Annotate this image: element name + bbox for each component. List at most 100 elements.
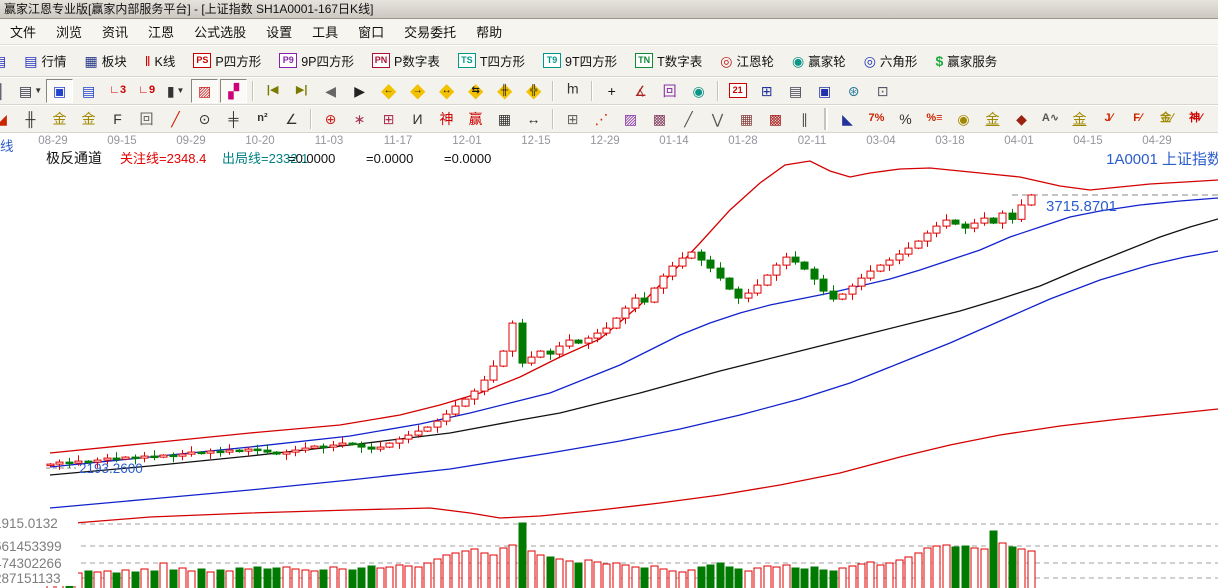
pattern-box-button[interactable]: ▨ [191, 78, 219, 103]
ying-tool-button[interactable]: 赢 [462, 107, 489, 131]
symbol-label[interactable]: 1A0001 上证指数 [1106, 151, 1218, 168]
compress-h-diamond-button[interactable]: ◆ ⇆ [462, 79, 489, 103]
parallel-lines-button[interactable]: ∥ [791, 107, 818, 131]
p9-square-button[interactable]: P9 9P四方形 [272, 48, 361, 73]
shen-slope-button[interactable]: 神∕ [1182, 107, 1209, 131]
line-set-button[interactable]: ╪ [220, 107, 247, 131]
prev-candle-button[interactable]: ◀ [317, 79, 344, 103]
gold-line1-button[interactable]: 金 [46, 107, 73, 131]
kline-button[interactable]: ‖ K线 [138, 48, 183, 73]
gann-clock-button[interactable]: ⊙ [191, 107, 218, 131]
frame-tool-button[interactable]: 回 [656, 79, 683, 103]
gann-grid-web-button[interactable]: ⊞ [375, 107, 402, 131]
winner-wheel-button[interactable]: ◉ 赢家轮 [785, 48, 853, 73]
menu-item-工具[interactable]: 工具 [312, 25, 339, 40]
width-measure-button[interactable]: ↔ [520, 107, 547, 131]
web-box-button[interactable]: ▩ [646, 107, 673, 131]
p-square-button[interactable]: PS P四方形 [186, 48, 268, 73]
menu-item-江恩[interactable]: 江恩 [148, 25, 175, 40]
clipped-pencil-button[interactable]: ◢ [0, 107, 15, 131]
spiral-tool-button[interactable]: ◉ [685, 79, 712, 103]
kline-chart-svg[interactable]: 2193.2600 3715.8701 08-29 09-15 09-29 10-20 11… [0, 133, 1218, 588]
sector-button[interactable]: ▦ 板块 [77, 48, 133, 73]
gold-underline-button[interactable]: 金 [1066, 107, 1093, 131]
quote-button[interactable]: ▤ 行情 [17, 48, 73, 73]
hexagon-button[interactable]: ◎ 六角形 [857, 48, 925, 73]
volume-profile-button[interactable]: ▞ [220, 78, 248, 103]
t-square-button[interactable]: TS T四方形 [451, 48, 532, 73]
shift-right-diamond-button[interactable]: ◆ → [404, 79, 431, 103]
f-grid-button[interactable]: F [104, 107, 131, 131]
info-list-button[interactable]: ▤ [75, 79, 102, 103]
clipped-quote-icon-button[interactable]: ▤ [0, 51, 13, 71]
pan-hand-button[interactable]: ɰ [559, 79, 586, 103]
first-page-button[interactable]: |◀ [259, 79, 286, 103]
p-number-table-button[interactable]: PN P数字表 [365, 48, 447, 73]
kline-chart-area[interactable]: 2193.2600 3715.8701 08-29 09-15 09-29 10-20 11… [0, 133, 1218, 588]
web-export-button[interactable]: ⊛ [840, 79, 867, 103]
menu-item-窗口[interactable]: 窗口 [358, 25, 385, 40]
print-button[interactable]: ⊡ [869, 79, 896, 103]
clipped-left-button[interactable]: ▌ [0, 79, 15, 103]
notes-button[interactable]: ▤ [782, 79, 809, 103]
f-slope-button[interactable]: F∕ [1124, 107, 1151, 131]
red-pencil-button[interactable]: ╱ [162, 107, 189, 131]
candle-style-select[interactable]: ▮ ▼ [162, 79, 189, 103]
shift-left-diamond-button[interactable]: ◆ ← [375, 79, 402, 103]
step3-chart-button[interactable]: ∟3 [104, 79, 131, 103]
t-number-table-button[interactable]: TN T数字表 [628, 48, 709, 73]
spiral-square-button[interactable]: 回 [133, 107, 160, 131]
last-page-button[interactable]: ▶| [288, 79, 315, 103]
zigzag-button[interactable]: ⋁ [704, 107, 731, 131]
calendar-button[interactable]: 21 [724, 79, 751, 103]
crosshair-button[interactable]: + [598, 79, 625, 103]
angle-measure-button[interactable]: ∡ [627, 79, 654, 103]
gold-slope-button[interactable]: 金∕ [1153, 107, 1180, 131]
menu-item-文件[interactable]: 文件 [10, 25, 37, 40]
compress-all-diamond-button[interactable]: ◆ ╫ [491, 79, 518, 103]
period-select[interactable]: ▤ ▼ [17, 79, 44, 103]
menu-item-交易委托[interactable]: 交易委托 [404, 25, 457, 40]
j-slope-button[interactable]: J∕ [1095, 107, 1122, 131]
next-candle-button[interactable]: ▶ [346, 79, 373, 103]
line-density-button[interactable]: ╫ [17, 107, 44, 131]
wave-a-button[interactable]: A∿ [1037, 107, 1064, 131]
menu-item-浏览[interactable]: 浏览 [56, 25, 83, 40]
menu-item-公式选股[interactable]: 公式选股 [194, 25, 247, 40]
winner-service-button[interactable]: $ 赢家服务 [928, 48, 1004, 73]
percent-button[interactable]: % [892, 107, 919, 131]
expand-h-diamond-button[interactable]: ◆ ↔ [433, 79, 460, 103]
bars-percent-button[interactable]: ◣ [834, 107, 861, 131]
t9-square-button[interactable]: T9 9T四方形 [536, 48, 624, 73]
multi-window-button[interactable]: ▣ [46, 78, 74, 103]
calculator-button[interactable]: ⊞ [753, 79, 780, 103]
window-titlebar[interactable]: 赢家江恩专业版[赢家内部服务平台] - [上证指数 SH1A0001-167日K… [0, 0, 1218, 19]
box-tool-button[interactable]: ⊞ [559, 107, 586, 131]
grid-123-button[interactable]: ▦ [491, 107, 518, 131]
indicator-name[interactable]: 极反通道 [46, 150, 102, 166]
percent-lines-button[interactable]: %≡ [921, 107, 948, 131]
save-button[interactable]: ▣ [811, 79, 838, 103]
n2-button[interactable]: n² [249, 107, 276, 131]
gold-lines-button[interactable]: 金 [979, 107, 1006, 131]
k-wave-button[interactable]: И [404, 107, 431, 131]
fan-box-button[interactable]: ▨ [617, 107, 644, 131]
menu-item-资讯[interactable]: 资讯 [102, 25, 129, 40]
ink-marker-button[interactable]: ◆ [1008, 107, 1035, 131]
menu-item-设置[interactable]: 设置 [266, 25, 293, 40]
fan-lines-button[interactable]: ⋰ [588, 107, 615, 131]
grid-red-button[interactable]: ▩ [762, 107, 789, 131]
expand-all-diamond-button[interactable]: ◆ ╬ [520, 79, 547, 103]
gold-circle-button[interactable]: ◉ [950, 107, 977, 131]
percent7-button[interactable]: 7% [863, 107, 890, 131]
menu-item-帮助[interactable]: 帮助 [476, 25, 503, 40]
grid-tool-button[interactable]: ▦ [733, 107, 760, 131]
gann-circle-button[interactable]: ⊕ [317, 107, 344, 131]
shen-tool-button[interactable]: 神 [433, 107, 460, 131]
ying-slope-button[interactable]: 赢∕ [1211, 107, 1218, 131]
gann-web-button[interactable]: ∗ [346, 107, 373, 131]
gold-line2-button[interactable]: 金 [75, 107, 102, 131]
angle-line-button[interactable]: ∠ [278, 107, 305, 131]
step9-chart-button[interactable]: ∟9 [133, 79, 160, 103]
trend-pencil-button[interactable]: ╱ [675, 107, 702, 131]
